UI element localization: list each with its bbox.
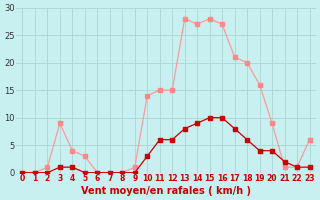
X-axis label: Vent moyen/en rafales ( km/h ): Vent moyen/en rafales ( km/h ) [81,186,251,196]
